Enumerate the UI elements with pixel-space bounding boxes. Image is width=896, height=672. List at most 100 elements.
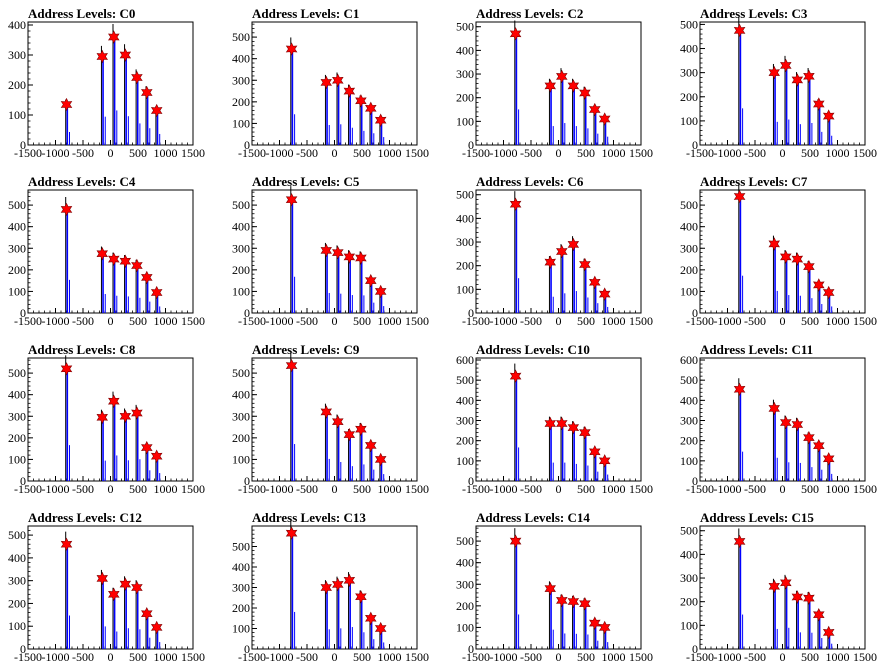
x-tick-label: -1000 — [266, 146, 294, 160]
y-tick-label: 500 — [680, 198, 698, 212]
peak-marker — [285, 526, 298, 540]
peak-marker — [509, 369, 522, 383]
histogram-panel: 0 100 200 300 400 500 -1500 -1000 -500 0 500 1000 15… — [672, 168, 896, 336]
y-tick-label: 300 — [456, 414, 474, 428]
x-tick-label: 500 — [801, 482, 819, 496]
peak-marker — [108, 587, 120, 601]
peak-marker — [332, 73, 344, 87]
peak-marker — [108, 252, 120, 266]
x-tick-label: 500 — [129, 314, 147, 328]
y-tick-label: 100 — [456, 454, 474, 468]
x-tick-label: -1500 — [686, 314, 714, 328]
x-tick-label: -500 — [520, 314, 542, 328]
peak-marker — [813, 439, 825, 453]
x-tick-label: 500 — [353, 650, 371, 664]
peak-marker — [768, 401, 780, 416]
peak-marker — [131, 406, 143, 420]
y-tick-label: 400 — [680, 42, 698, 56]
peak-marker — [355, 422, 367, 436]
y-tick-label: 400 — [456, 556, 474, 570]
peak-marker — [589, 445, 601, 459]
panel-title: Address Levels: C1 — [252, 6, 360, 21]
x-tick-label: 1500 — [181, 650, 205, 664]
peak-marker — [544, 416, 556, 431]
plot-frame — [27, 525, 194, 650]
y-tick-label: 200 — [232, 431, 250, 445]
x-tick-label: 500 — [577, 650, 595, 664]
peak-marker — [365, 101, 377, 115]
chart-svg: 0 100 200 300 400 500 -1500 -1000 -500 0 500 1000 15… — [8, 355, 205, 496]
y-tick-label: 200 — [232, 95, 250, 109]
peak-marker — [822, 109, 835, 123]
peak-marker — [556, 416, 568, 431]
peak-marker — [355, 590, 367, 604]
plot-frame — [475, 525, 642, 650]
peak-marker — [556, 244, 568, 259]
peak-marker — [813, 278, 825, 292]
x-tick-label: -1000 — [266, 314, 294, 328]
x-tick-label: 1500 — [405, 650, 429, 664]
panel-title: Address Levels: C0 — [28, 6, 136, 21]
peak-marker — [131, 580, 143, 595]
x-tick-label: -1500 — [14, 314, 42, 328]
histogram-panel: 0 100 200 300 400 500 -1500 -1000 -500 0 500 1000 15… — [224, 168, 448, 336]
peak-marker — [803, 259, 815, 274]
peak-marker — [119, 48, 132, 62]
y-tick-label: 100 — [8, 108, 26, 122]
peak-marker — [374, 113, 387, 127]
peak-marker — [598, 454, 611, 468]
histogram-panel: 0 100 200 300 400 -1500 -1000 -500 0 500 1000 1500 A… — [0, 0, 224, 168]
x-tick-label: -1500 — [238, 314, 266, 328]
x-tick-label: -1000 — [42, 482, 70, 496]
chart-svg: 0 100 200 300 400 -1500 -1000 -500 0 500 1000 1500 — [8, 18, 205, 160]
peak-marker — [544, 79, 556, 93]
x-tick-label: -1500 — [686, 482, 714, 496]
peak-marker — [150, 449, 163, 463]
x-tick-label: -500 — [72, 482, 94, 496]
y-tick-label: 0 — [468, 138, 474, 152]
chart-svg: 0 100 200 300 400 500 -1500 -1000 -500 0 500 1000 15… — [232, 186, 429, 328]
peak-marker — [768, 237, 780, 251]
y-tick-label: 100 — [456, 114, 474, 128]
histogram-panel: 0 100 200 300 400 500 -1500 -1000 -500 0 500 1000 15… — [0, 168, 224, 336]
peak-marker — [598, 287, 611, 301]
chart-svg: 0 100 200 300 400 500 600 -1500 -1000 -500 0 500 100… — [680, 353, 877, 496]
x-tick-label: 500 — [577, 146, 595, 160]
y-tick-label: 300 — [456, 67, 474, 81]
x-tick-label: -1000 — [42, 314, 70, 328]
peak-marker — [822, 625, 835, 640]
y-tick-label: 100 — [8, 619, 26, 633]
x-tick-label: -500 — [744, 650, 766, 664]
y-tick-label: 0 — [692, 138, 698, 152]
chart-svg: 0 100 200 300 400 500 -1500 -1000 -500 0 500 1000 15… — [456, 188, 653, 328]
y-tick-label: 0 — [692, 474, 698, 488]
peak-marker — [733, 382, 746, 396]
peak-marker — [822, 452, 835, 466]
histogram-panel: 0 100 200 300 400 500 -1500 -1000 -500 0 500 1000 15… — [448, 0, 672, 168]
y-tick-label: 600 — [680, 353, 698, 367]
x-tick-label: 500 — [129, 146, 147, 160]
peak-marker — [320, 243, 332, 258]
x-tick-label: 500 — [353, 146, 371, 160]
plot-frame — [699, 21, 866, 146]
x-tick-label: -1500 — [14, 482, 42, 496]
y-tick-label: 200 — [456, 91, 474, 105]
peak-marker — [141, 270, 153, 285]
y-tick-label: 300 — [680, 241, 698, 255]
y-tick-label: 100 — [232, 116, 250, 130]
peak-marker — [780, 415, 792, 430]
x-tick-label: 0 — [332, 146, 338, 160]
y-tick-label: 200 — [8, 596, 26, 610]
x-tick-label: 1000 — [602, 146, 626, 160]
y-tick-label: 300 — [680, 414, 698, 428]
peak-marker — [141, 607, 153, 621]
x-tick-label: 0 — [108, 146, 114, 160]
panel-title: Address Levels: C2 — [476, 6, 584, 21]
x-tick-label: 500 — [129, 482, 147, 496]
x-tick-label: -1000 — [490, 482, 518, 496]
peak-marker — [733, 534, 746, 549]
chart-svg: 0 100 200 300 400 500 -1500 -1000 -500 0 500 1000 15… — [8, 525, 205, 664]
peak-marker — [374, 621, 387, 636]
x-tick-label: 0 — [108, 482, 114, 496]
